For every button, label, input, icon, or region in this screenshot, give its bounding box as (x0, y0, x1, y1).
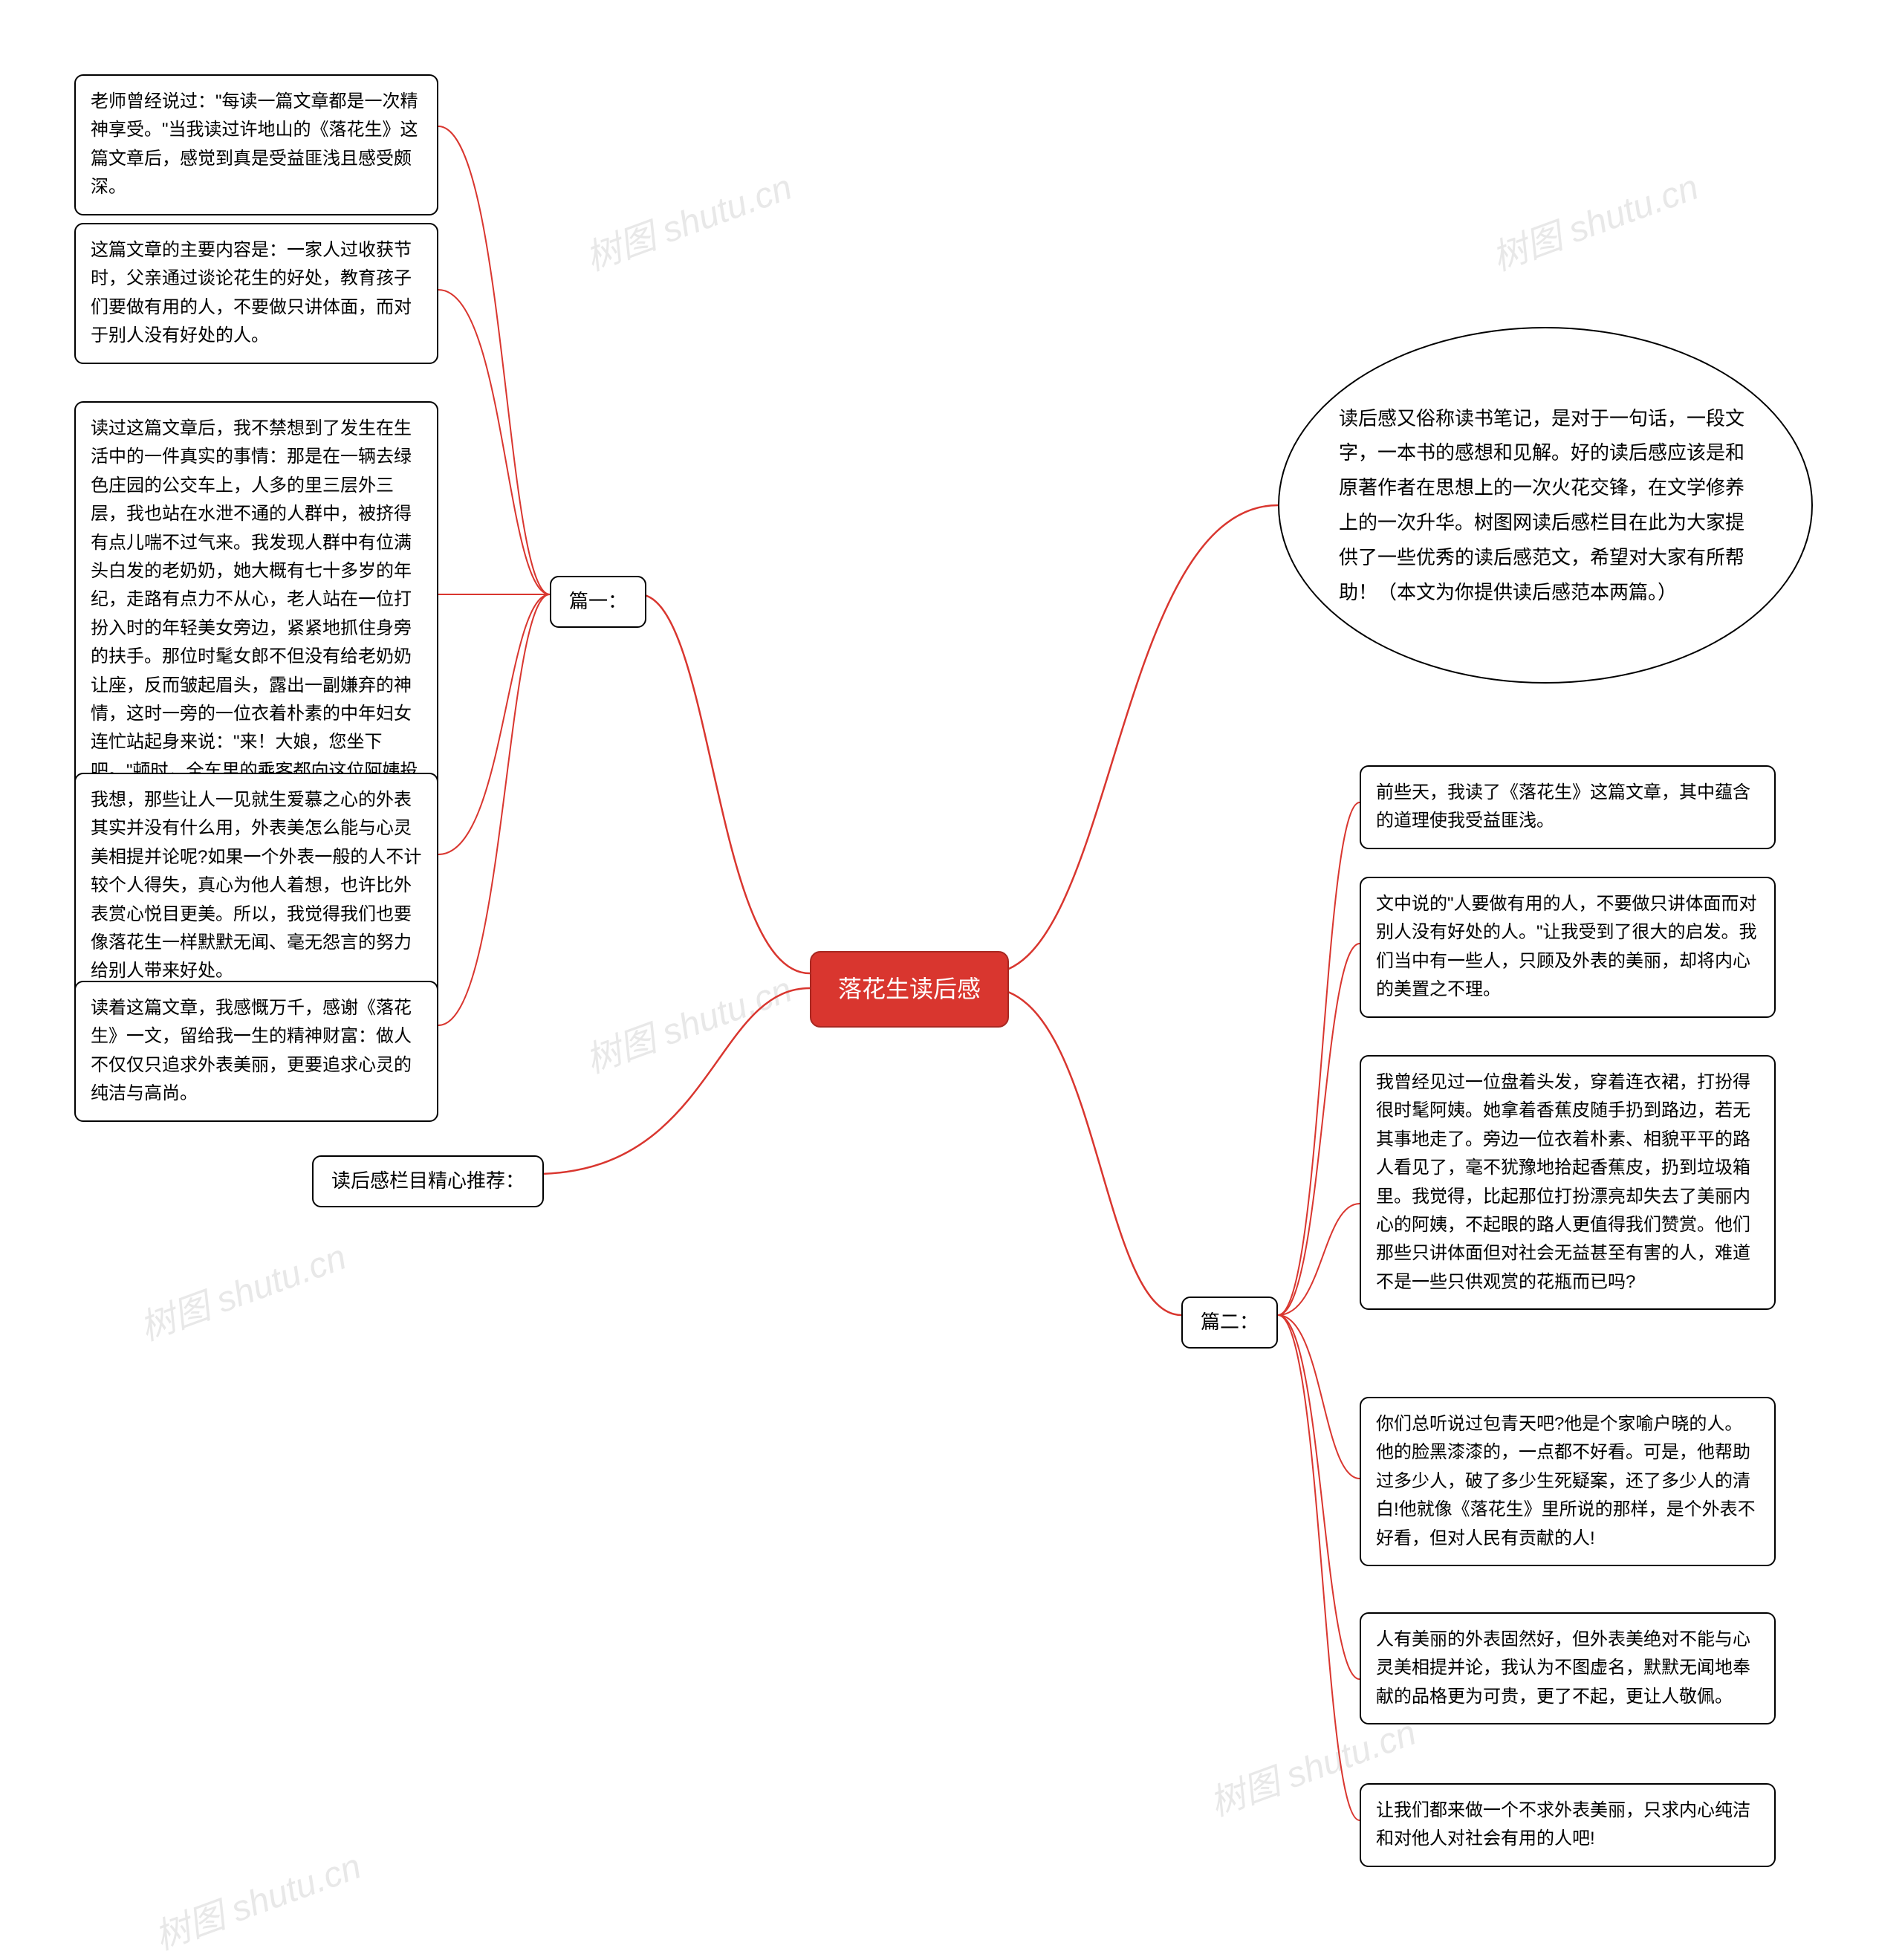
watermark: 树图 shutu.cn (577, 158, 798, 280)
watermark: 树图 shutu.cn (577, 960, 798, 1083)
p1-leaf-3-text: 读过这篇文章后，我不禁想到了发生在生活中的一件真实的事情：那是在一辆去绿色庄园的… (91, 418, 418, 809)
p1-leaf-4-text: 我想，那些让人一见就生爱慕之心的外表其实并没有什么用，外表美怎么能与心灵美相提并… (91, 790, 421, 981)
p1-leaf-3[interactable]: 读过这篇文章后，我不禁想到了发生在生活中的一件真实的事情：那是在一辆去绿色庄园的… (74, 401, 438, 827)
p1-leaf-2[interactable]: 这篇文章的主要内容是：一家人过收获节时，父亲通过谈论花生的好处，教育孩子们要做有… (74, 223, 438, 364)
p1-leaf-4[interactable]: 我想，那些让人一见就生爱慕之心的外表其实并没有什么用，外表美怎么能与心灵美相提并… (74, 773, 438, 999)
p1-leaf-5-text: 读着这篇文章，我感慨万千，感谢《落花生》一文，留给我一生的精神财富：做人不仅仅只… (91, 998, 412, 1103)
branch-3-label: 读后感栏目精心推荐： (331, 1169, 525, 1192)
p1-leaf-1[interactable]: 老师曾经说过："每读一篇文章都是一次精神享受。"当我读过许地山的《落花生》这篇文… (74, 74, 438, 215)
branch-1[interactable]: 篇一： (550, 576, 646, 628)
root-label: 落花生读后感 (838, 976, 981, 1002)
p2-leaf-1-text: 前些天，我读了《落花生》这篇文章，其中蕴含的道理使我受益匪浅。 (1376, 782, 1750, 831)
p2-leaf-2-text: 文中说的"人要做有用的人，不要做只讲体面而对别人没有好处的人。"让我受到了很大的… (1376, 894, 1757, 999)
p2-leaf-2[interactable]: 文中说的"人要做有用的人，不要做只讲体面而对别人没有好处的人。"让我受到了很大的… (1360, 877, 1776, 1018)
p2-leaf-5-text: 人有美丽的外表固然好，但外表美绝对不能与心灵美相提并论，我认为不图虚名，默默无闻… (1376, 1629, 1750, 1707)
p1-leaf-2-text: 这篇文章的主要内容是：一家人过收获节时，父亲通过谈论花生的好处，教育孩子们要做有… (91, 240, 412, 345)
watermark: 树图 shutu.cn (146, 1837, 367, 1959)
branch-2[interactable]: 篇二： (1181, 1297, 1278, 1349)
p2-leaf-1[interactable]: 前些天，我读了《落花生》这篇文章，其中蕴含的道理使我受益匪浅。 (1360, 765, 1776, 849)
branch-3[interactable]: 读后感栏目精心推荐： (312, 1155, 544, 1207)
branch-1-label: 篇一： (569, 590, 627, 612)
p2-leaf-5[interactable]: 人有美丽的外表固然好，但外表美绝对不能与心灵美相提并论，我认为不图虚名，默默无闻… (1360, 1612, 1776, 1724)
intro-text: 读后感又俗称读书笔记，是对于一句话，一段文字，一本书的感想和见解。好的读后感应该… (1339, 401, 1752, 610)
p2-leaf-4-text: 你们总听说过包青天吧?他是个家喻户晓的人。他的脸黑漆漆的，一点都不好看。可是，他… (1376, 1414, 1756, 1548)
p1-leaf-1-text: 老师曾经说过："每读一篇文章都是一次精神享受。"当我读过许地山的《落花生》这篇文… (91, 91, 418, 197)
watermark: 树图 shutu.cn (132, 1227, 352, 1350)
p2-leaf-3-text: 我曾经见过一位盘着头发，穿着连衣裙，打扮得很时髦阿姨。她拿着香蕉皮随手扔到路边，… (1376, 1072, 1750, 1292)
watermark: 树图 shutu.cn (1484, 158, 1704, 280)
p2-leaf-6-text: 让我们都来做一个不求外表美丽，只求内心纯洁和对他人对社会有用的人吧! (1376, 1800, 1750, 1849)
intro-node[interactable]: 读后感又俗称读书笔记，是对于一句话，一段文字，一本书的感想和见解。好的读后感应该… (1278, 327, 1813, 684)
p2-leaf-3[interactable]: 我曾经见过一位盘着头发，穿着连衣裙，打扮得很时髦阿姨。她拿着香蕉皮随手扔到路边，… (1360, 1055, 1776, 1310)
p2-leaf-6[interactable]: 让我们都来做一个不求外表美丽，只求内心纯洁和对他人对社会有用的人吧! (1360, 1783, 1776, 1867)
root-node[interactable]: 落花生读后感 (810, 951, 1009, 1028)
p2-leaf-4[interactable]: 你们总听说过包青天吧?他是个家喻户晓的人。他的脸黑漆漆的，一点都不好看。可是，他… (1360, 1397, 1776, 1566)
p1-leaf-5[interactable]: 读着这篇文章，我感慨万千，感谢《落花生》一文，留给我一生的精神财富：做人不仅仅只… (74, 981, 438, 1122)
branch-2-label: 篇二： (1201, 1311, 1259, 1333)
